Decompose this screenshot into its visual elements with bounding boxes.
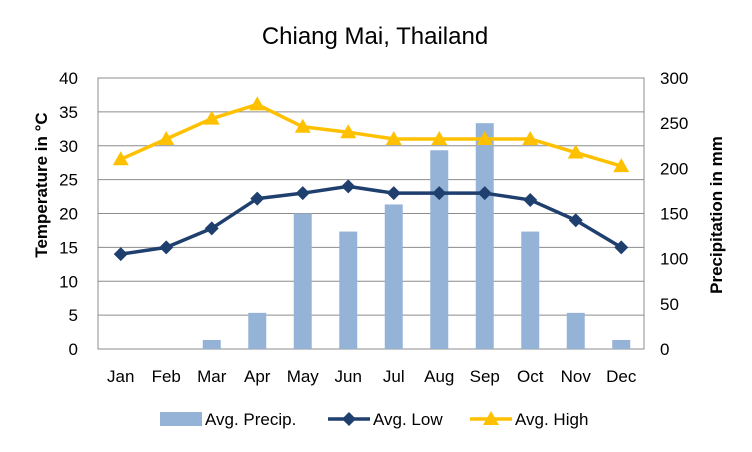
marker-avg-high <box>385 130 402 145</box>
marker-avg-low <box>432 186 447 201</box>
y-left-tick-label: 25 <box>59 171 78 190</box>
bar-precip <box>339 231 358 349</box>
bar-precip <box>566 312 585 349</box>
marker-avg-low <box>159 240 174 255</box>
marker-avg-high <box>249 96 266 111</box>
marker-avg-low <box>113 247 128 262</box>
marker-avg-low <box>250 191 265 206</box>
y-left-tick-label: 10 <box>59 272 78 291</box>
y-right-tick-label: 200 <box>660 159 688 178</box>
x-tick-label: Jul <box>383 367 405 386</box>
x-tick-label: Jan <box>107 367 134 386</box>
y-right-axis-label: Precipitation in mm <box>707 136 726 294</box>
x-tick-label: Feb <box>152 367 181 386</box>
marker-avg-high <box>158 130 175 145</box>
marker-avg-high <box>431 130 448 145</box>
plot-frame <box>97 77 645 350</box>
y-right-tick-label: 100 <box>660 250 688 269</box>
y-left-tick-label: 35 <box>59 103 78 122</box>
y-right-tick-label: 0 <box>660 340 669 359</box>
legend-marker-avg-high <box>483 411 499 425</box>
y-right-tick-label: 150 <box>660 205 688 224</box>
marker-avg-high <box>567 144 584 159</box>
bar-precip <box>384 204 403 349</box>
bar-precip <box>521 231 540 349</box>
marker-avg-high <box>112 151 129 166</box>
x-tick-label: Oct <box>517 367 544 386</box>
line-avg-low <box>120 184 623 256</box>
legend-marker-avg-low <box>342 412 356 426</box>
bar-precip <box>293 213 312 349</box>
y-left-tick-label: 20 <box>59 205 78 224</box>
y-left-tick-label: 0 <box>69 340 78 359</box>
legend-label-avg-low: Avg. Low <box>373 410 443 429</box>
x-tick-label: Nov <box>561 367 592 386</box>
marker-avg-low <box>204 221 219 236</box>
y-right-tick-label: 250 <box>660 114 688 133</box>
marker-avg-high <box>476 130 493 145</box>
bar-precip <box>612 339 631 349</box>
legend: Avg. Precip. Avg. Low Avg. High <box>160 410 588 429</box>
marker-avg-low <box>523 192 538 207</box>
marker-avg-high <box>203 110 220 125</box>
y-left-tick-label: 15 <box>59 238 78 257</box>
x-tick-label: Jun <box>335 367 362 386</box>
line-avg-high <box>120 102 622 168</box>
marker-avg-low <box>477 186 492 201</box>
y-left-tick-label: 30 <box>59 137 78 156</box>
marker-avg-low <box>295 186 310 201</box>
marker-avg-high <box>522 130 539 145</box>
x-tick-label: Mar <box>197 367 227 386</box>
x-tick-label: Dec <box>606 367 637 386</box>
legend-label-avg-high: Avg. High <box>515 410 588 429</box>
marker-avg-high <box>613 158 630 173</box>
y-left-axis-label: Temperature in °C <box>32 112 51 257</box>
y-left-tick-label: 40 <box>59 69 78 88</box>
bar-precip <box>475 123 494 350</box>
y-right-tick-label: 300 <box>660 69 688 88</box>
bar-precip <box>202 339 221 349</box>
marker-avg-low <box>386 186 401 201</box>
y-left-tick-label: 5 <box>69 306 78 325</box>
bar-precip <box>430 150 449 349</box>
marker-avg-high <box>294 118 311 133</box>
x-tick-label: May <box>287 367 320 386</box>
marker-avg-low <box>614 240 629 255</box>
plot-area: 0 5 10 15 20 25 30 35 40 0 50 100 150 200 250 300 Jan Feb… <box>59 69 688 386</box>
y-right-tick-label: 50 <box>660 295 679 314</box>
x-tick-label: Apr <box>244 367 271 386</box>
legend-label-avg-precip: Avg. Precip. <box>205 410 296 429</box>
bar-precip <box>248 312 267 349</box>
marker-avg-low <box>341 179 356 194</box>
chart-title: Chiang Mai, Thailand <box>262 23 488 50</box>
x-tick-label: Aug <box>424 367 454 386</box>
legend-swatch-avg-precip <box>160 412 202 426</box>
marker-avg-high <box>340 124 357 139</box>
marker-avg-low <box>568 213 583 228</box>
x-tick-label: Sep <box>470 367 500 386</box>
